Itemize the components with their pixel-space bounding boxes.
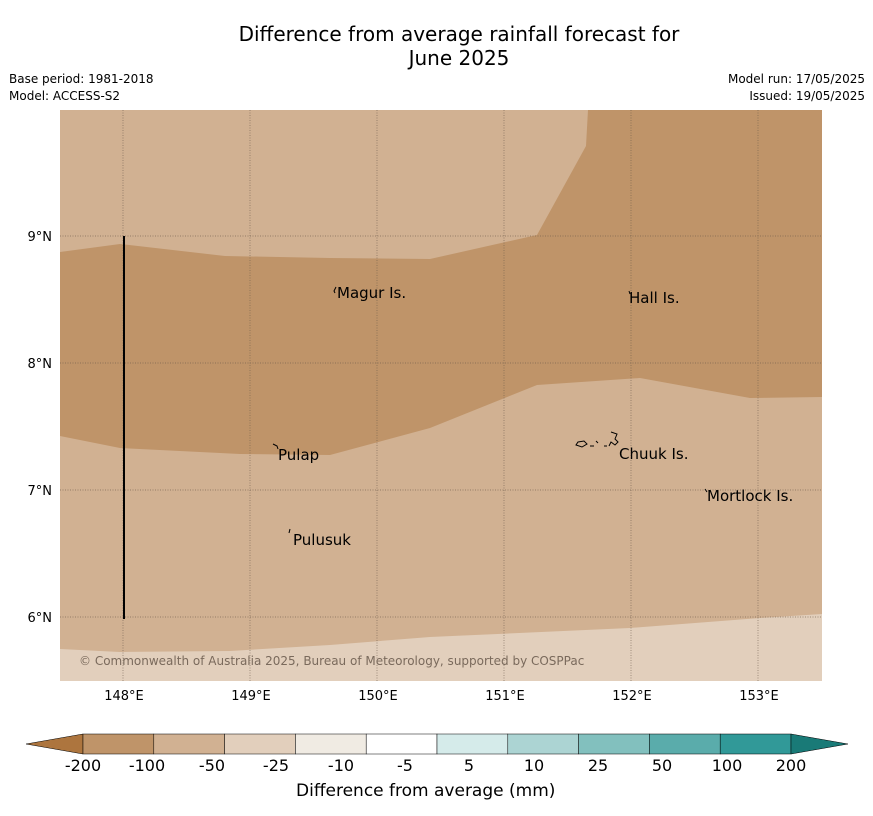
colorbar-cell xyxy=(436,733,509,755)
lon-label-153e: 153°E xyxy=(739,689,779,704)
graticule xyxy=(60,110,822,681)
model-name: Model: ACCESS-S2 xyxy=(9,89,121,103)
map-title: Difference from average rainfall forecas… xyxy=(0,22,873,70)
colorbar xyxy=(25,733,849,755)
pulusuk-island-shape xyxy=(288,528,291,534)
colorbar-cell xyxy=(719,733,792,755)
cbar-label-3: -50 xyxy=(198,756,226,775)
cbar-label-11: 100 xyxy=(711,756,743,775)
colorbar-cell xyxy=(295,733,367,755)
cbar-label-1: -200 xyxy=(64,756,102,775)
mortlock-island-shape xyxy=(704,488,708,493)
lon-label-152e: 152°E xyxy=(612,689,652,704)
colorbar-cell xyxy=(365,733,438,755)
islands xyxy=(272,286,708,534)
colorbar-cells xyxy=(82,733,792,755)
place-labels: Magur Is. Hall Is. Pulap Chuuk Is. Mortl… xyxy=(278,284,793,549)
hall-island-shape xyxy=(628,290,631,295)
lat-label-7n: 7°N xyxy=(28,484,53,499)
label-pulusuk: Pulusuk xyxy=(293,531,351,549)
meta-right: Model run: 17/05/2025 Issued: 19/05/2025 xyxy=(728,71,865,105)
colorbar-cell xyxy=(507,733,579,755)
lon-labels: 148°E 149°E 150°E 151°E 152°E 153°E xyxy=(104,689,779,704)
colorbar-high-arrow xyxy=(790,733,849,755)
cbar-label-6: -5 xyxy=(397,756,413,775)
label-mortlock: Mortlock Is. xyxy=(707,487,793,505)
lat-label-9n: 9°N xyxy=(28,230,53,245)
label-hall: Hall Is. xyxy=(629,289,680,307)
label-pulap: Pulap xyxy=(278,446,319,464)
issued-date: Issued: 19/05/2025 xyxy=(749,89,865,103)
chuuk-island-shape xyxy=(575,431,619,448)
lat-label-6n: 6°N xyxy=(28,611,53,626)
title-line-2: June 2025 xyxy=(408,46,510,70)
copyright-text: © Commonwealth of Australia 2025, Bureau… xyxy=(79,654,584,668)
lon-label-150e: 150°E xyxy=(358,689,398,704)
cbar-label-12: 200 xyxy=(775,756,807,775)
model-run: Model run: 17/05/2025 xyxy=(727,72,865,86)
pulap-island-shape xyxy=(272,443,279,450)
colorbar-cell xyxy=(153,733,225,755)
cbar-label-9: 25 xyxy=(587,756,609,775)
base-period: Base period: 1981-2018 xyxy=(9,72,154,86)
lon-label-149e: 149°E xyxy=(231,689,271,704)
lon-label-148e: 148°E xyxy=(104,689,144,704)
cbar-label-8: 10 xyxy=(523,756,545,775)
colorbar-cell xyxy=(82,733,155,755)
meta-left: Base period: 1981-2018 Model: ACCESS-S2 xyxy=(9,71,154,105)
colorbar-cell xyxy=(224,733,296,755)
colorbar-cell xyxy=(649,733,721,755)
lat-label-8n: 8°N xyxy=(28,357,53,372)
lat-labels: 9°N 8°N 7°N 6°N xyxy=(28,230,53,626)
cbar-label-4: -25 xyxy=(262,756,290,775)
cbar-label-2: -100 xyxy=(128,756,166,775)
cbar-label-5: -10 xyxy=(327,756,355,775)
label-chuuk: Chuuk Is. xyxy=(619,445,688,463)
cbar-label-7: 5 xyxy=(463,756,475,775)
title-line-1: Difference from average rainfall forecas… xyxy=(238,22,680,46)
zone-dark xyxy=(60,110,822,455)
lon-label-151e: 151°E xyxy=(485,689,525,704)
magur-island-shape xyxy=(333,286,337,294)
label-magur: Magur Is. xyxy=(337,284,406,302)
colorbar-low-arrow xyxy=(25,733,84,755)
cbar-label-10: 50 xyxy=(651,756,673,775)
colorbar-title: Difference from average (mm) xyxy=(296,781,556,801)
colorbar-cell xyxy=(578,733,650,755)
